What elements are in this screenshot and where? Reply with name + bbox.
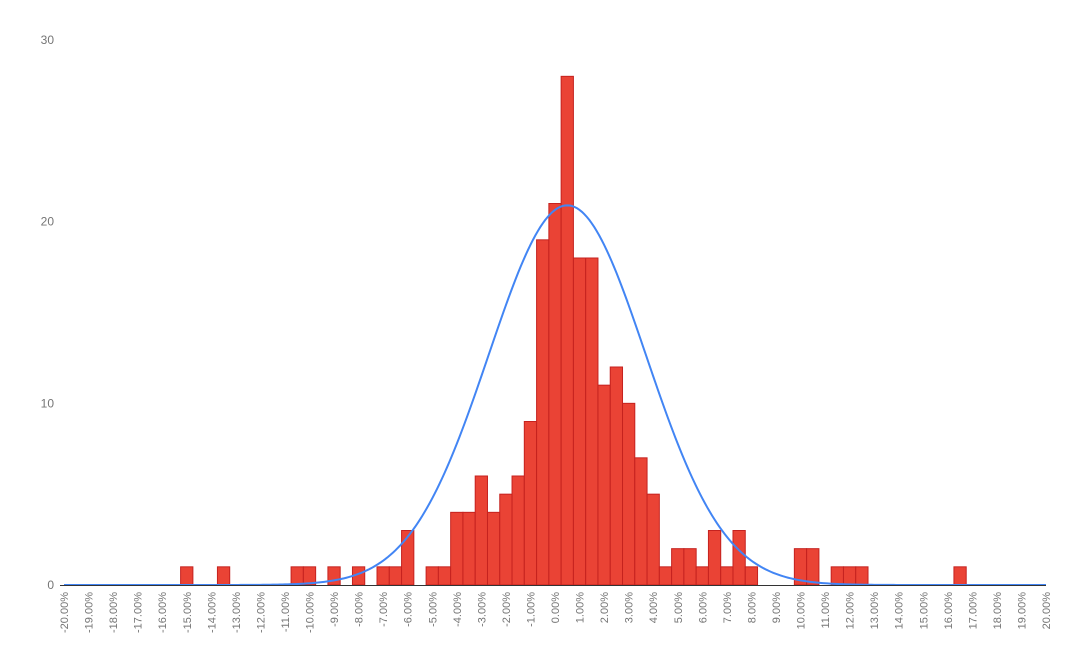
histogram-bar [376,566,390,586]
x-tick-label: 11.00% [820,592,832,629]
x-tick-label: -12.00% [255,592,267,633]
x-tick-label: 14.00% [894,592,906,630]
y-tick-label: 10 [41,396,55,410]
x-tick-label: 13.00% [869,592,881,630]
histogram-bar [523,421,538,586]
x-tick-label: -9.00% [329,592,341,627]
x-tick-label: -5.00% [427,592,439,627]
histogram-bar [437,566,452,586]
y-axis-ticks: 0 10 20 30 [41,33,55,592]
x-tick-label: -11.00% [280,592,292,632]
normal-distribution-curve [64,204,1046,586]
y-tick-label: 30 [41,33,55,47]
x-tick-label: -4.00% [452,592,464,627]
histogram-bar [646,493,660,586]
x-tick-label: -8.00% [354,592,366,627]
histogram-bar [548,203,562,586]
histogram-bar [536,239,550,586]
histogram-bar [511,475,525,586]
x-tick-label: 5.00% [673,592,685,623]
x-tick-label: 8.00% [746,592,758,623]
x-tick-label: 9.00% [771,592,783,623]
x-tick-label: 10.00% [796,592,808,630]
y-tick-label: 20 [41,215,55,229]
x-tick-label: 18.00% [992,592,1004,630]
histogram-bar [572,257,587,586]
histogram-bar [180,566,194,586]
histogram-bar [486,511,501,586]
histogram-bar [401,530,415,586]
histogram-bar [327,566,341,586]
x-tick-label: 6.00% [697,592,709,623]
histogram-bar [842,566,857,586]
histogram-bar [499,493,513,586]
histogram-bar [683,548,697,586]
histogram-bar [622,402,636,586]
x-tick-label: 0.00% [550,592,562,623]
x-tick-label: 3.00% [624,592,636,623]
histogram-bar [744,566,759,586]
histogram-bar [609,366,624,586]
x-tick-label: 7.00% [722,592,734,623]
x-tick-label: -1.00% [525,592,537,627]
histogram-bar [462,511,476,586]
x-tick-label: 19.00% [1016,592,1028,630]
x-tick-label: 16.00% [943,592,955,630]
x-tick-label: -20.00% [59,592,71,633]
histogram-bar [585,257,599,586]
x-tick-label: 12.00% [845,592,857,630]
histogram-bar [634,457,648,586]
histogram-bar [597,384,611,586]
histogram-bar [474,475,488,586]
histogram-bar [388,566,403,586]
histogram-bars [180,75,967,586]
y-tick-label: 0 [47,578,54,592]
x-tick-label: 15.00% [918,592,930,630]
histogram-bar [560,75,574,586]
x-tick-label: -19.00% [84,592,96,633]
histogram-bar [290,566,304,586]
x-tick-label: -6.00% [403,592,415,627]
histogram-bar [707,530,722,586]
x-tick-label: 17.00% [967,592,979,630]
x-tick-label: 1.00% [575,592,587,623]
histogram-bar [855,566,869,586]
x-tick-label: -13.00% [231,592,243,633]
histogram-bar [806,548,820,586]
x-tick-label: 2.00% [599,592,611,623]
histogram-bar [720,566,734,586]
histogram-bar [953,566,967,586]
x-tick-label: -3.00% [476,592,488,627]
histogram-bar [830,566,844,586]
histogram-bar [425,566,439,586]
histogram-bar [695,566,709,586]
x-tick-label: 20.00% [1041,592,1053,630]
x-axis-ticks: -20.00% -19.00% -18.00% -17.00% -16.00% -15.0… [59,592,1053,633]
histogram-bar [732,530,746,586]
histogram-bar [658,566,673,586]
x-tick-label: -18.00% [108,592,120,633]
x-tick-label: -14.00% [206,592,218,633]
x-tick-label: -15.00% [182,592,194,633]
histogram-bar [450,511,464,586]
x-tick-label: 4.00% [648,592,660,623]
x-tick-label: -16.00% [157,592,169,633]
x-tick-label: -7.00% [378,592,390,627]
histogram-bar [216,566,231,586]
normal-curve-layer [64,204,1046,586]
histogram-bar [671,548,685,586]
x-tick-label: -17.00% [133,592,145,633]
x-tick-label: -2.00% [501,592,513,627]
x-tick-label: -10.00% [305,592,317,633]
